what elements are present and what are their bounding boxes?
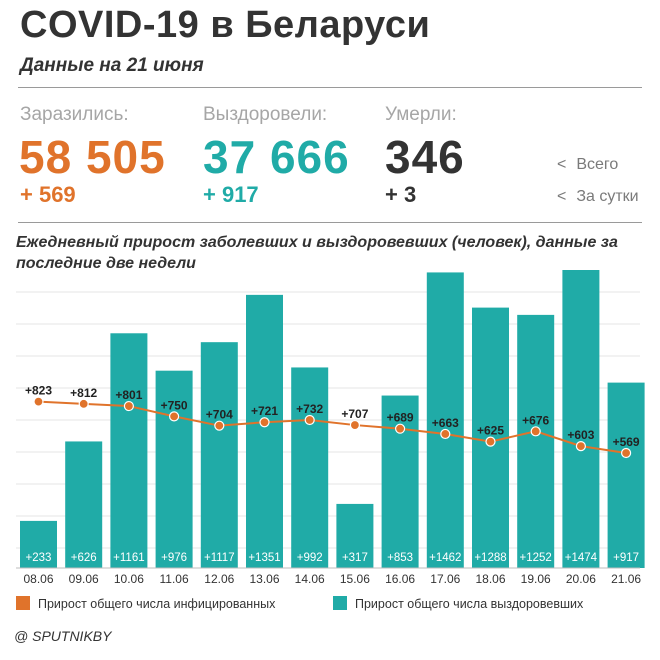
point-label: +750 [161, 398, 188, 412]
header-divider [18, 87, 642, 88]
bar [291, 367, 329, 568]
point [78, 398, 89, 409]
bar-label: +626 [71, 552, 97, 564]
x-tick-label: 20.06 [566, 572, 596, 586]
chevron-left-icon: < [557, 188, 567, 205]
bar [155, 370, 193, 568]
point [485, 436, 496, 447]
x-tick-label: 13.06 [249, 572, 279, 586]
bar-label: +1474 [565, 552, 598, 564]
legend-infected-label: Прирост общего числа инфицированных [38, 597, 276, 611]
bar [336, 503, 374, 568]
point [214, 420, 225, 431]
bar-label: +1117 [204, 552, 235, 564]
bar-label: +317 [342, 552, 368, 564]
series-line-infected [38, 400, 627, 454]
bar-label: +1288 [474, 552, 506, 564]
x-tick-label: 16.06 [385, 572, 415, 586]
source-credit: @ SPUTNIKBY [14, 628, 112, 644]
legend-recovered-swatch [333, 596, 347, 610]
bar [20, 520, 57, 568]
point-label: +689 [387, 411, 414, 425]
key-daily-label: За сутки [576, 188, 639, 205]
point-label: +721 [251, 404, 278, 418]
bar-label: +1351 [248, 552, 280, 564]
recovered-delta: + 917 [203, 182, 259, 207]
point-label: +704 [206, 408, 233, 422]
point-label: +663 [432, 416, 459, 430]
point-label: +732 [296, 402, 323, 416]
point-label: +569 [613, 435, 640, 449]
point [33, 396, 44, 407]
key-total: < Всего [557, 156, 618, 174]
bar-label: +976 [161, 552, 187, 564]
point-label: +801 [115, 388, 142, 402]
point [169, 411, 180, 422]
legend-infected-swatch [16, 596, 30, 610]
died-total: 346 [385, 131, 465, 183]
x-tick-label: 19.06 [521, 572, 551, 586]
bar [607, 382, 645, 568]
infected-total: 58 505 [19, 131, 166, 183]
chart-title: Ежедневный прирост заболевших и выздоров… [16, 234, 618, 272]
legend-recovered-label: Прирост общего числа выздоровевших [355, 597, 584, 611]
key-daily: < За сутки [557, 188, 639, 206]
died-label: Умерли: [385, 104, 457, 125]
infected-label: Заразились: [20, 104, 129, 125]
point-label: +625 [477, 424, 504, 438]
point [440, 428, 451, 440]
bar-label: +1161 [113, 552, 144, 564]
point-label: +707 [341, 407, 368, 421]
bar-label: +1462 [429, 552, 461, 564]
page-title: COVID-19 в Беларуси [20, 4, 431, 46]
bar [562, 270, 600, 568]
bar-label: +917 [613, 552, 639, 564]
point [123, 400, 134, 412]
point [575, 440, 587, 452]
point [620, 447, 632, 459]
x-tick-label: 11.06 [160, 572, 189, 586]
point-label: +812 [70, 386, 97, 400]
recovered-total: 37 666 [203, 131, 350, 183]
bar [246, 294, 283, 568]
point [259, 417, 270, 428]
legend-recovered: Прирост общего числа выздоровевших [333, 596, 583, 611]
x-tick-label: 17.06 [430, 572, 460, 586]
bar-label: +233 [26, 552, 52, 564]
died-delta: + 3 [385, 182, 417, 207]
page-subtitle: Данные на 21 июня [20, 55, 204, 76]
x-tick-label: 21.06 [611, 572, 641, 586]
x-tick-label: 08.06 [23, 572, 53, 586]
x-tick-label: 18.06 [475, 572, 505, 586]
stats-divider [18, 222, 642, 223]
bar-label: +853 [387, 552, 413, 564]
legend-infected: Прирост общего числа инфицированных [16, 596, 275, 611]
bar [110, 333, 148, 568]
point-label: +823 [25, 384, 52, 398]
recovered-label: Выздоровели: [203, 104, 328, 125]
bar [200, 342, 238, 568]
x-tick-label: 15.06 [340, 572, 370, 586]
point-label: +676 [522, 413, 549, 427]
x-tick-label: 10.06 [114, 572, 144, 586]
bar [426, 272, 464, 568]
bar [517, 314, 555, 568]
chevron-left-icon: < [557, 156, 567, 173]
infected-delta: + 569 [20, 182, 76, 207]
point [349, 419, 360, 431]
bar-label: +1252 [520, 552, 552, 564]
x-tick-label: 12.06 [204, 572, 234, 586]
x-tick-label: 14.06 [295, 572, 325, 586]
bar [65, 441, 103, 568]
point [304, 414, 315, 426]
x-tick-label: 09.06 [69, 572, 99, 586]
bar-label: +992 [297, 552, 323, 564]
point [530, 426, 541, 437]
point [395, 423, 406, 434]
key-total-label: Всего [576, 156, 619, 173]
point-label: +603 [567, 428, 594, 442]
